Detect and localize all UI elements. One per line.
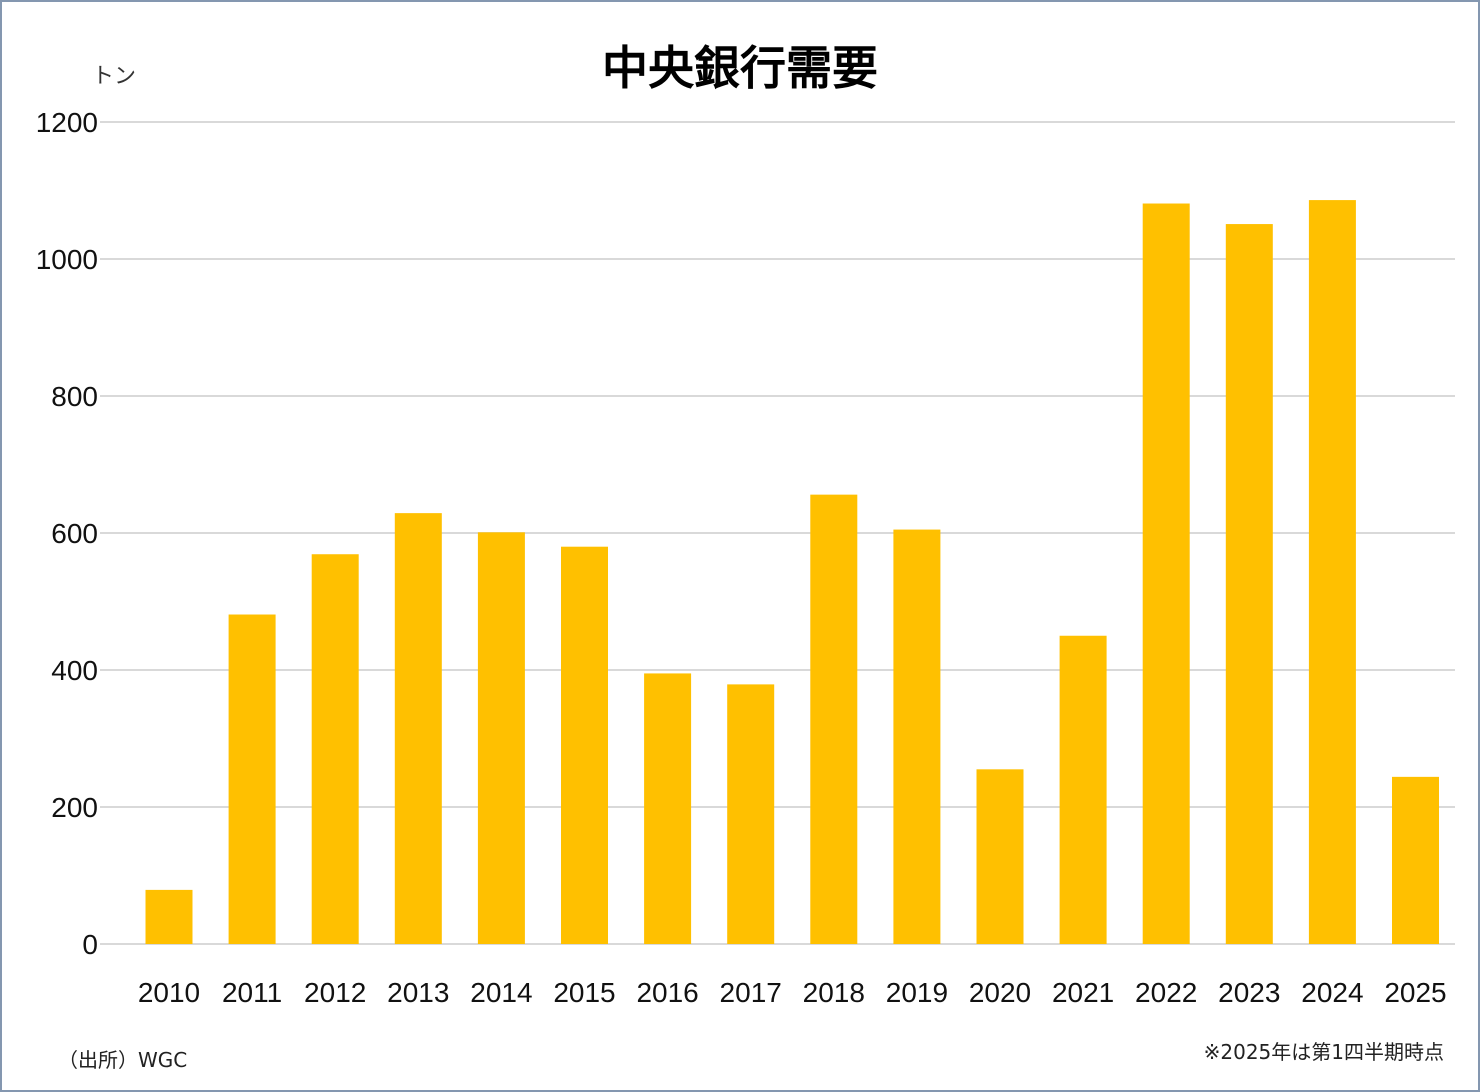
bar-2013 bbox=[394, 513, 442, 944]
bar-2017 bbox=[727, 684, 775, 944]
bar-2025 bbox=[1392, 776, 1439, 944]
bar-2010 bbox=[145, 889, 193, 944]
bar-2019 bbox=[893, 529, 941, 944]
x-axis-ticks: 2010 2011 2012 2013 2014 2015 2016 2017 2018 2019… bbox=[138, 977, 1447, 1008]
x-tick-label: 2023 bbox=[1218, 977, 1280, 1008]
x-tick-label: 2015 bbox=[553, 977, 615, 1008]
x-tick-label: 2024 bbox=[1301, 977, 1363, 1008]
x-tick-label: 2018 bbox=[803, 977, 865, 1008]
bar-2014 bbox=[477, 532, 525, 944]
x-tick-label: 2019 bbox=[886, 977, 948, 1008]
y-tick-label: 0 bbox=[82, 929, 98, 960]
x-tick-label: 2021 bbox=[1052, 977, 1114, 1008]
bar-2011 bbox=[228, 614, 276, 944]
x-tick-label: 2017 bbox=[720, 977, 782, 1008]
x-tick-label: 2012 bbox=[304, 977, 366, 1008]
y-tick-label: 200 bbox=[51, 792, 98, 823]
bar-2012 bbox=[311, 554, 359, 944]
source-note: （出所）WGC bbox=[58, 1048, 188, 1072]
chart-title: 中央銀行需要 bbox=[602, 41, 878, 95]
y-tick-label: 1000 bbox=[36, 244, 98, 275]
x-tick-label: 2016 bbox=[636, 977, 698, 1008]
y-axis-unit-label: トン bbox=[92, 64, 137, 89]
bar-2021 bbox=[1059, 635, 1107, 944]
bar-2020 bbox=[976, 769, 1024, 944]
bar-2022 bbox=[1142, 203, 1190, 944]
bar-2024 bbox=[1308, 200, 1356, 945]
bar-2023 bbox=[1225, 224, 1273, 944]
x-tick-label: 2014 bbox=[470, 977, 532, 1008]
x-tick-label: 2013 bbox=[387, 977, 449, 1008]
bar-2018 bbox=[810, 494, 858, 944]
y-axis-ticks: 0 200 400 600 800 1000 1200 bbox=[36, 107, 98, 960]
x-tick-label: 2010 bbox=[138, 977, 200, 1008]
y-tick-label: 600 bbox=[51, 518, 98, 549]
bar-2016 bbox=[644, 673, 692, 944]
bar-2015 bbox=[561, 546, 608, 944]
x-tick-label: 2022 bbox=[1135, 977, 1197, 1008]
x-tick-label: 2011 bbox=[222, 977, 282, 1008]
footnote: ※2025年は第1四半期時点 bbox=[1203, 1040, 1444, 1064]
y-tick-label: 1200 bbox=[36, 107, 98, 138]
y-tick-label: 800 bbox=[51, 381, 98, 412]
x-tick-label: 2025 bbox=[1384, 977, 1446, 1008]
bars bbox=[145, 200, 1439, 945]
x-tick-label: 2020 bbox=[969, 977, 1031, 1008]
y-tick-label: 400 bbox=[51, 655, 98, 686]
